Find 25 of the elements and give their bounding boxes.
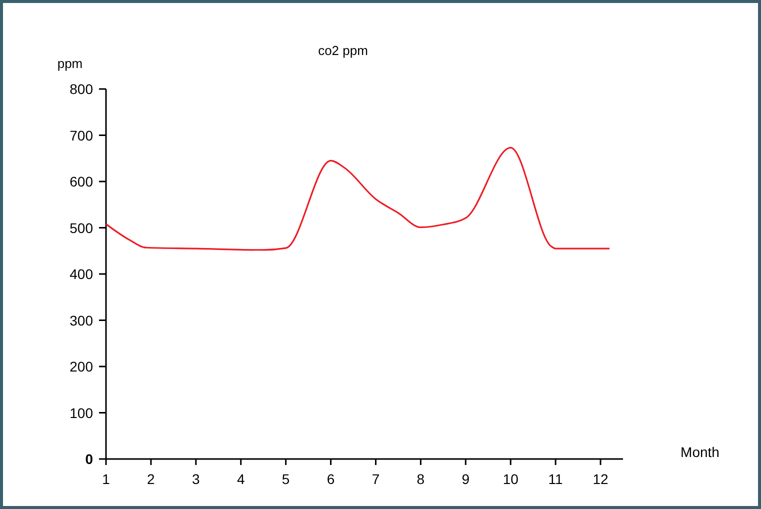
y-tick-label: 600 (70, 174, 94, 190)
x-tick-label: 9 (462, 471, 470, 487)
x-tick-label: 2 (147, 471, 156, 487)
y-tick-label: 100 (70, 404, 94, 421)
line-series (105, 146, 610, 251)
x-tick-label: 3 (192, 471, 200, 487)
y-tick-label: 0 (85, 451, 94, 467)
y-tick-label: 500 (70, 220, 94, 236)
y-tick-label: 800 (70, 81, 94, 97)
y-tick-label: 700 (70, 127, 94, 144)
x-tick-label: 8 (416, 471, 425, 487)
x-tick-label: 1 (102, 471, 110, 487)
y-tick-label: 300 (70, 312, 94, 328)
x-tick-label: 4 (236, 471, 245, 487)
x-tick-label: 10 (502, 471, 519, 487)
y-tick-label: 400 (70, 266, 94, 282)
x-tick-label: 12 (592, 471, 609, 487)
y-axis-title: ppm (57, 56, 83, 71)
x-tick-label: 5 (282, 471, 290, 487)
y-tick-label: 200 (70, 358, 94, 374)
x-axis-title: Month (680, 444, 720, 460)
chart-title: co2 ppm (318, 43, 368, 58)
x-tick-label: 11 (548, 471, 564, 487)
x-tick-label: 6 (326, 471, 335, 487)
x-tick-label: 7 (372, 471, 380, 487)
